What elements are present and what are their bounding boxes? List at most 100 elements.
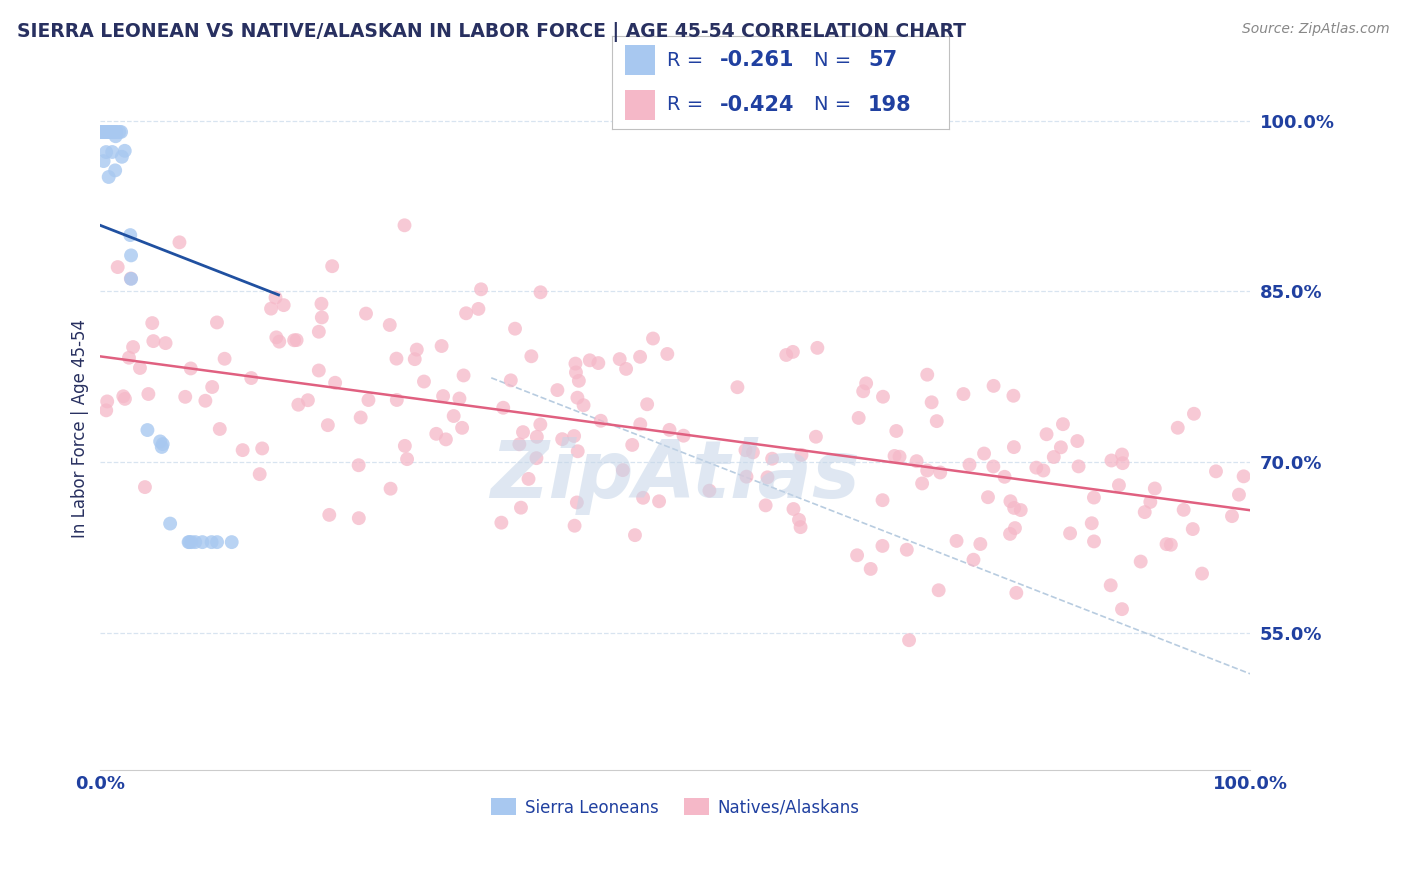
Point (952, 387, 974, 401)
Point (567, 391, 589, 405)
Point (311, 310, 333, 325)
Point (434, 433, 457, 447)
Text: N =: N = (814, 95, 858, 114)
Point (742, 445, 765, 459)
Point (510, 500, 533, 515)
Point (1000, 494, 1022, 508)
Point (180, 535, 202, 549)
Point (1129, 555, 1152, 569)
Point (250, 442, 273, 456)
Point (526, 430, 548, 444)
Point (453, 368, 475, 383)
Point (110, 125, 132, 139)
Point (470, 282, 492, 296)
Point (451, 421, 474, 435)
Point (91, 125, 114, 139)
Point (179, 535, 201, 549)
Point (641, 332, 664, 346)
Point (174, 390, 197, 404)
Point (1067, 459, 1090, 474)
Point (316, 418, 339, 433)
Point (1052, 417, 1074, 432)
Point (998, 527, 1021, 541)
Point (568, 374, 591, 388)
Point (614, 362, 637, 376)
Point (90, 125, 112, 139)
Point (404, 352, 426, 367)
Point (1005, 586, 1028, 600)
Point (456, 306, 478, 320)
Text: 57: 57 (868, 50, 897, 70)
Point (260, 301, 283, 316)
Point (396, 452, 419, 467)
Point (98, 125, 121, 139)
Point (1099, 578, 1122, 592)
Point (572, 398, 595, 412)
Point (354, 307, 377, 321)
Point (734, 443, 756, 458)
Point (101, 145, 124, 159)
Point (872, 539, 894, 553)
Point (208, 422, 231, 436)
FancyBboxPatch shape (626, 90, 655, 120)
Point (194, 393, 217, 408)
Point (526, 451, 548, 466)
Point (141, 316, 163, 330)
Point (993, 470, 1015, 484)
Point (114, 392, 136, 406)
Point (101, 125, 124, 139)
Point (755, 499, 778, 513)
Point (93, 125, 115, 139)
Point (191, 535, 214, 549)
Point (499, 373, 522, 387)
Point (93, 125, 115, 139)
Point (648, 494, 671, 508)
Point (112, 389, 135, 403)
Legend: Sierra Leoneans, Natives/Alaskans: Sierra Leoneans, Natives/Alaskans (485, 792, 866, 823)
Point (200, 535, 222, 549)
Point (120, 248, 142, 262)
Point (889, 450, 911, 464)
Point (266, 330, 288, 344)
Point (959, 458, 981, 472)
Point (205, 535, 228, 549)
Point (911, 476, 934, 491)
Point (565, 495, 588, 509)
Point (430, 339, 453, 353)
Point (962, 552, 984, 566)
Point (297, 393, 319, 408)
Point (90, 125, 112, 139)
Point (101, 125, 124, 139)
Point (855, 376, 877, 391)
Point (323, 376, 346, 390)
Point (1083, 491, 1105, 505)
Point (929, 466, 952, 480)
Point (104, 125, 127, 139)
Point (385, 351, 408, 366)
Point (96, 394, 118, 409)
Point (394, 219, 416, 233)
Point (120, 228, 142, 243)
Point (97, 169, 120, 184)
Point (1167, 421, 1189, 435)
Point (107, 260, 129, 274)
Point (1002, 500, 1025, 515)
Point (789, 520, 811, 534)
Point (1025, 460, 1047, 475)
Point (1035, 427, 1057, 442)
Point (1181, 522, 1204, 536)
Point (775, 348, 797, 362)
Text: SIERRA LEONEAN VS NATIVE/ALASKAN IN LABOR FORCE | AGE 45-54 CORRELATION CHART: SIERRA LEONEAN VS NATIVE/ALASKAN IN LABO… (17, 22, 966, 42)
Point (883, 449, 905, 463)
Point (1059, 526, 1081, 541)
Point (517, 472, 540, 486)
Point (97, 125, 120, 139)
Point (491, 516, 513, 530)
Point (782, 502, 804, 516)
Point (898, 633, 921, 648)
Text: -0.424: -0.424 (720, 95, 794, 115)
Point (1066, 434, 1088, 448)
Point (122, 340, 145, 354)
Point (529, 285, 551, 300)
Point (852, 384, 875, 399)
